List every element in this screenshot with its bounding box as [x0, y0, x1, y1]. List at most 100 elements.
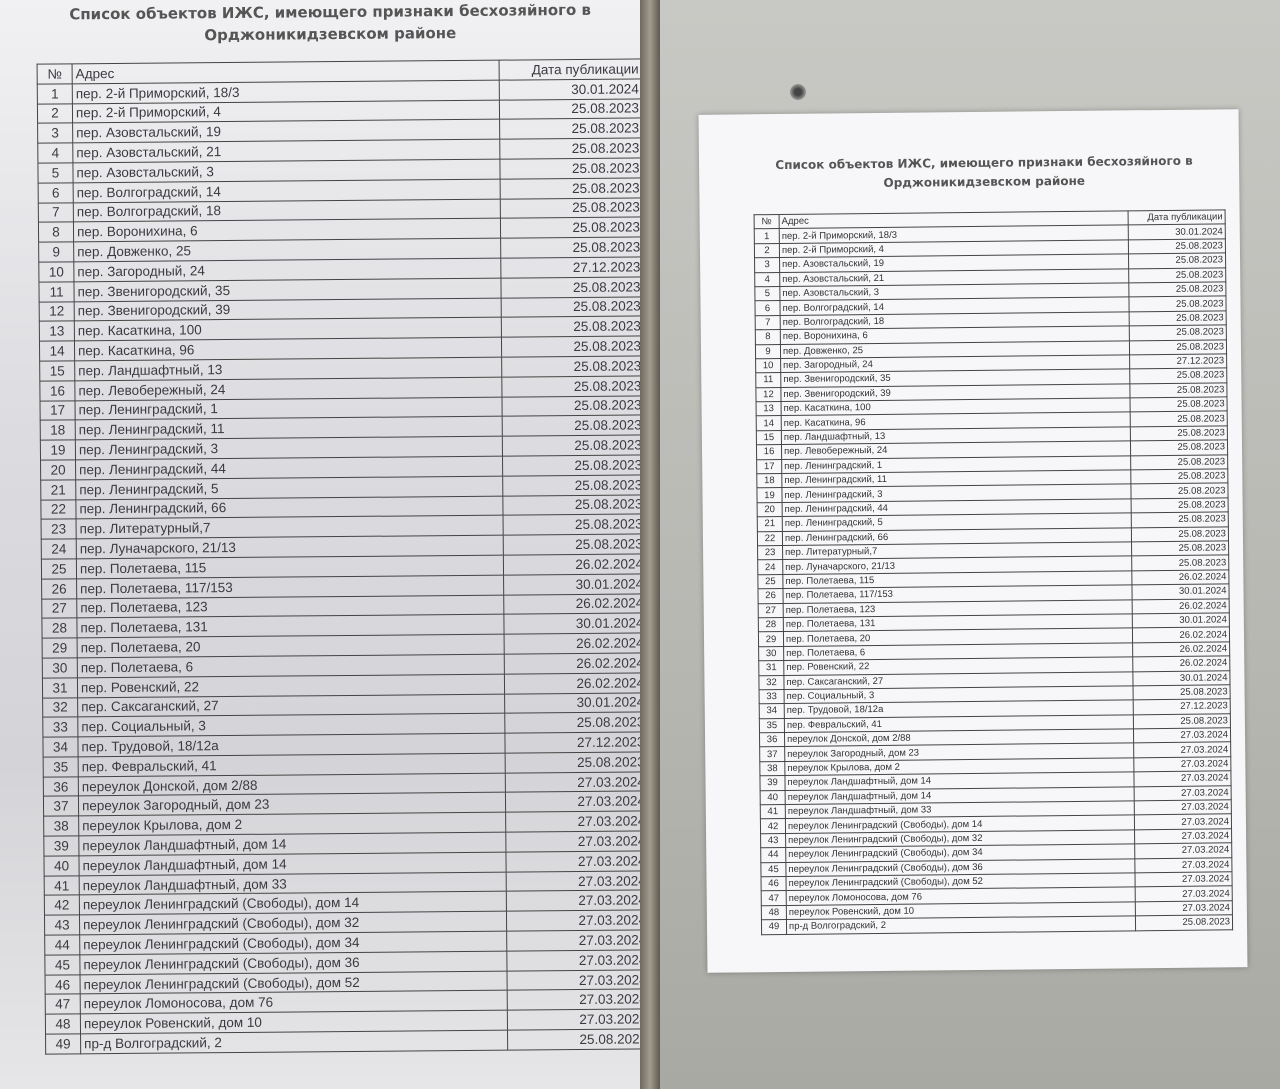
row-date: 25.08.2023 — [1130, 468, 1228, 485]
row-number: 11 — [38, 281, 75, 302]
row-number: 25 — [757, 574, 783, 589]
row-number: 9 — [38, 242, 74, 263]
row-number: 48 — [761, 905, 787, 920]
row-number: 17 — [756, 459, 782, 474]
row-date: 27.03.2024 — [1134, 857, 1232, 873]
row-date: 25.08.2023 — [502, 494, 647, 516]
row-number: 45 — [760, 862, 787, 877]
col-date: Дата публикации — [499, 58, 643, 80]
row-number: 30 — [758, 646, 784, 661]
pin-icon — [790, 84, 806, 100]
row-number: 14 — [756, 415, 782, 431]
row-number: 28 — [758, 617, 784, 633]
row-number: 1 — [754, 228, 780, 244]
row-number: 18 — [40, 420, 76, 441]
row-number: 4 — [37, 143, 73, 164]
row-number: 42 — [44, 895, 80, 916]
row-date: 25.08.2023 — [1128, 238, 1226, 255]
row-date: 25.08.2023 — [501, 316, 645, 338]
row-date: 25.08.2023 — [500, 276, 645, 298]
row-number: 39 — [43, 835, 79, 857]
row-number: 10 — [38, 261, 74, 282]
row-date: 27.03.2024 — [1133, 727, 1231, 744]
row-date: 25.08.2023 — [507, 1028, 651, 1050]
row-number: 11 — [755, 372, 781, 388]
row-number: 5 — [37, 162, 74, 183]
row-number: 44 — [44, 934, 80, 956]
row-date: 25.08.2023 — [1130, 425, 1228, 442]
row-number: 24 — [41, 538, 77, 560]
row-date: 30.01.2024 — [1131, 583, 1230, 600]
row-number: 3 — [754, 257, 780, 273]
row-date: 25.08.2023 — [504, 712, 648, 734]
row-date: 25.08.2023 — [499, 98, 643, 120]
row-date: 25.08.2023 — [1129, 339, 1227, 355]
row-date: 25.08.2023 — [1130, 411, 1228, 427]
row-number: 40 — [760, 790, 786, 805]
row-date: 26.02.2024 — [503, 553, 647, 575]
row-date: 27.03.2024 — [1134, 828, 1232, 845]
row-date: 25.08.2023 — [500, 217, 644, 239]
row-date: 26.02.2024 — [504, 632, 648, 655]
row-date: 27.03.2024 — [1134, 871, 1233, 888]
row-number: 47 — [761, 890, 787, 906]
row-address: пр-д Волгоградский, 2 — [786, 915, 1136, 935]
row-number: 10 — [755, 358, 781, 374]
row-date: 25.08.2023 — [501, 336, 645, 358]
row-date: 27.03.2024 — [506, 870, 650, 892]
row-number: 8 — [38, 222, 74, 243]
row-date: 25.08.2023 — [1131, 555, 1229, 571]
row-date: 25.08.2023 — [499, 118, 643, 140]
row-date: 25.08.2023 — [500, 177, 644, 199]
row-number: 24 — [757, 559, 783, 575]
row-date: 27.03.2024 — [1134, 799, 1232, 816]
row-number: 21 — [40, 479, 76, 500]
row-date: 25.08.2023 — [502, 415, 646, 437]
row-number: 6 — [38, 182, 74, 203]
row-date: 30.01.2024 — [1128, 224, 1226, 240]
row-number: 31 — [42, 677, 78, 698]
row-number: 29 — [758, 631, 784, 647]
right-sheet: Список объектов ИЖС, имеющего признаки б… — [698, 109, 1248, 973]
row-date: 25.08.2023 — [503, 534, 647, 556]
row-number: 39 — [759, 775, 786, 791]
row-number: 5 — [754, 286, 780, 302]
row-number: 47 — [45, 994, 81, 1015]
row-number: 22 — [757, 531, 783, 546]
row-date: 30.01.2024 — [499, 78, 643, 100]
row-number: 49 — [45, 1033, 81, 1054]
row-number: 30 — [42, 657, 78, 678]
row-date: 30.01.2024 — [503, 613, 648, 635]
row-number: 34 — [759, 703, 785, 719]
row-date: 25.08.2023 — [1131, 526, 1229, 542]
col-number: № — [754, 214, 780, 230]
left-sheet: Список объектов ИЖС, имеющего признаки б… — [0, 0, 651, 1054]
row-date: 25.08.2023 — [502, 454, 646, 476]
row-date: 25.08.2023 — [1133, 713, 1231, 729]
row-number: 43 — [44, 915, 80, 936]
row-date: 25.08.2023 — [501, 395, 646, 417]
col-date: Дата публикации — [1128, 209, 1226, 226]
row-date: 27.12.2023 — [1133, 699, 1231, 715]
row-date: 27.03.2024 — [507, 1009, 651, 1031]
row-number: 16 — [39, 380, 75, 401]
row-date: 25.08.2023 — [1128, 267, 1226, 283]
row-number: 16 — [756, 444, 782, 460]
left-photo-panel: Список объектов ИЖС, имеющего признаки б… — [0, 0, 651, 1089]
row-number: 32 — [758, 674, 785, 690]
row-date: 27.12.2023 — [1129, 353, 1227, 370]
row-number: 12 — [39, 301, 75, 322]
row-number: 23 — [41, 519, 77, 540]
row-number: 9 — [755, 344, 781, 359]
row-number: 35 — [43, 756, 79, 777]
row-date: 27.03.2024 — [506, 949, 650, 971]
row-date: 25.08.2023 — [1130, 440, 1228, 456]
row-date: 27.03.2024 — [505, 811, 649, 833]
row-date: 25.08.2023 — [1130, 454, 1228, 470]
row-number: 19 — [756, 487, 783, 503]
objects-table: № Адрес Дата публикации 1 пер. 2-й Примор… — [754, 209, 1234, 935]
row-number: 43 — [760, 833, 786, 848]
row-date: 30.01.2024 — [1132, 670, 1231, 686]
row-number: 34 — [42, 736, 79, 758]
row-number: 38 — [43, 816, 79, 837]
